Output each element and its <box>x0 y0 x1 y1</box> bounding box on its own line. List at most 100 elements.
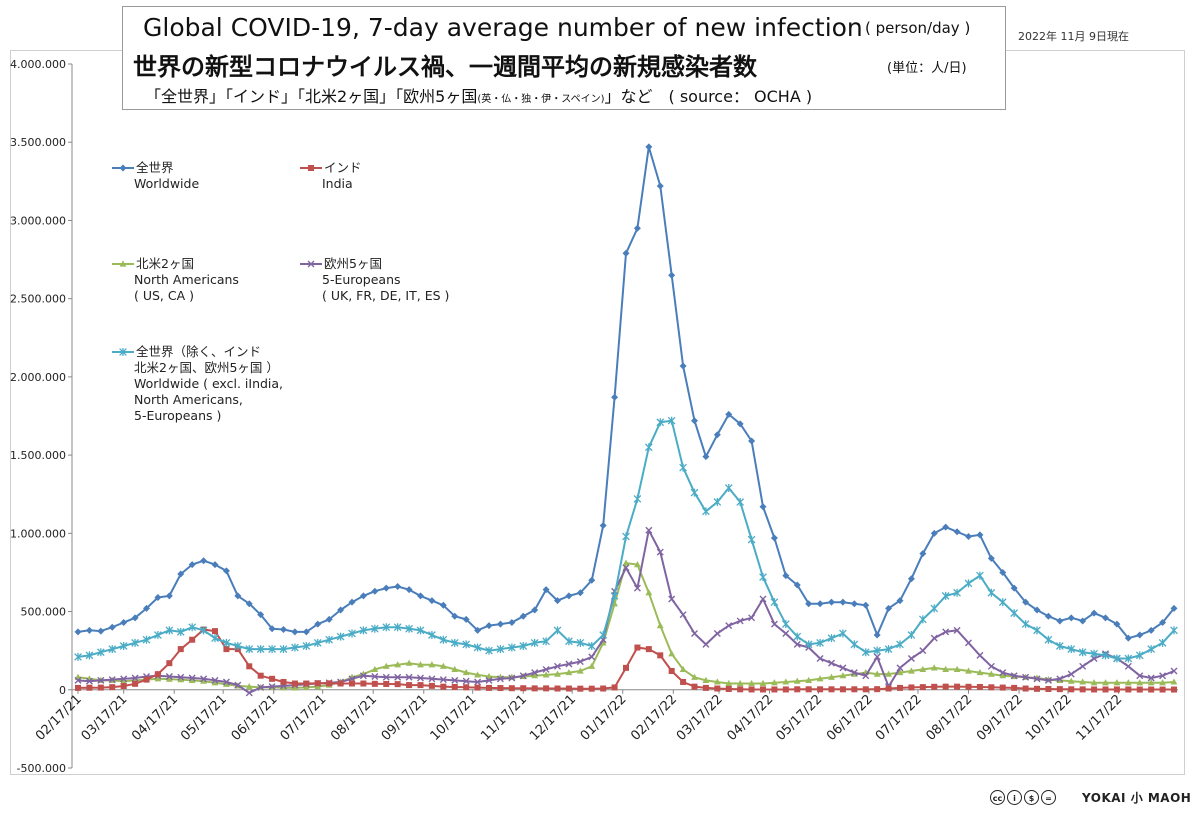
series-line <box>77 628 1174 691</box>
author-credit: YOKAI 小 MAOH <box>1082 791 1192 805</box>
data-point <box>519 612 527 620</box>
data-point <box>839 629 847 638</box>
data-point <box>600 685 607 692</box>
data-point <box>954 683 961 690</box>
x-tick-label: 09/17/21 <box>379 692 431 744</box>
data-point <box>1159 679 1166 686</box>
data-point <box>177 570 185 578</box>
data-point <box>1011 684 1018 691</box>
data-point <box>463 684 470 691</box>
data-point <box>908 684 915 691</box>
y-tick-label: 2.500.000 <box>10 293 66 306</box>
data-point <box>143 676 150 683</box>
data-point <box>1136 631 1144 639</box>
data-point <box>828 659 835 667</box>
data-point <box>314 620 322 628</box>
data-point <box>965 639 972 647</box>
data-point <box>325 635 334 644</box>
data-point <box>760 686 766 693</box>
data-point <box>222 678 230 686</box>
data-point <box>976 683 983 690</box>
data-point <box>771 679 778 686</box>
x-tick-label: 09/17/22 <box>974 692 1026 744</box>
data-point <box>371 665 379 673</box>
data-point <box>610 591 619 600</box>
data-point <box>679 611 687 619</box>
data-point <box>759 679 767 687</box>
data-point <box>987 670 995 677</box>
x-tick-label: 06/17/22 <box>824 692 876 744</box>
data-point <box>668 650 676 657</box>
data-point <box>576 667 584 674</box>
data-point <box>508 619 516 627</box>
data-point <box>862 601 870 609</box>
data-point <box>724 483 733 492</box>
y-tick-label: 1.000.000 <box>10 527 66 540</box>
y-tick-label: 4.000.000 <box>10 58 66 71</box>
data-point <box>554 597 561 605</box>
data-point <box>736 498 745 507</box>
chart-title-english: Global COVID-19, 7-day average number of… <box>143 13 863 42</box>
x-tick-label: 11/17/21 <box>478 692 530 744</box>
data-point <box>393 623 402 632</box>
legend-label: 北米2ヶ国、欧州5ヶ国 ） <box>134 360 279 375</box>
data-point <box>291 628 299 636</box>
data-point <box>816 654 824 662</box>
data-point <box>417 592 424 600</box>
data-point <box>108 645 117 654</box>
data-point <box>679 362 687 370</box>
data-point <box>919 665 927 673</box>
data-point <box>108 623 116 631</box>
data-point <box>485 676 493 684</box>
data-point <box>794 686 801 693</box>
data-point <box>576 589 584 597</box>
data-point <box>96 648 105 657</box>
data-point <box>268 645 276 654</box>
data-point <box>1021 620 1030 629</box>
data-point <box>1033 606 1041 614</box>
data-point <box>657 652 664 659</box>
data-point <box>234 681 242 689</box>
data-point <box>313 638 322 647</box>
x-tick-label: 01/17/22 <box>578 692 630 744</box>
data-point <box>97 627 105 635</box>
data-point <box>1147 626 1155 634</box>
data-point <box>74 652 82 661</box>
data-point <box>486 684 492 691</box>
x-tick-label: 08/17/22 <box>923 692 975 744</box>
data-point <box>748 686 755 693</box>
subtitle-small: (英・仏・独・伊・スペイン) <box>477 94 605 105</box>
legend-label: ( UK, FR, DE, IT, ES ) <box>322 288 449 303</box>
data-point <box>976 668 984 676</box>
data-point <box>405 586 413 594</box>
data-point <box>633 584 641 592</box>
data-point <box>1124 662 1132 670</box>
data-point <box>713 498 722 507</box>
data-point <box>542 586 550 594</box>
data-point <box>953 626 961 634</box>
data-point <box>702 640 710 648</box>
data-point <box>508 674 516 682</box>
data-point <box>1124 654 1133 663</box>
data-point <box>519 672 527 680</box>
data-point <box>805 600 813 608</box>
series-0 <box>74 143 1178 642</box>
legend-label: 全世界 <box>136 160 174 175</box>
chart-title-japanese-unit: (単位：人/日) <box>887 61 967 76</box>
data-point <box>1170 604 1178 612</box>
y-tick-label: 3.500.000 <box>10 136 66 149</box>
nc-icon: $ <box>1024 790 1039 805</box>
data-point <box>919 550 927 558</box>
data-point <box>782 678 790 685</box>
data-point <box>428 661 436 668</box>
data-point <box>771 686 778 693</box>
data-point <box>1079 686 1086 693</box>
data-point <box>691 683 698 690</box>
data-point <box>359 592 367 600</box>
y-tick-label: 2.000.000 <box>10 371 66 384</box>
data-point <box>725 410 733 418</box>
data-point <box>1158 638 1167 647</box>
data-point <box>245 683 253 690</box>
data-point <box>382 673 390 681</box>
